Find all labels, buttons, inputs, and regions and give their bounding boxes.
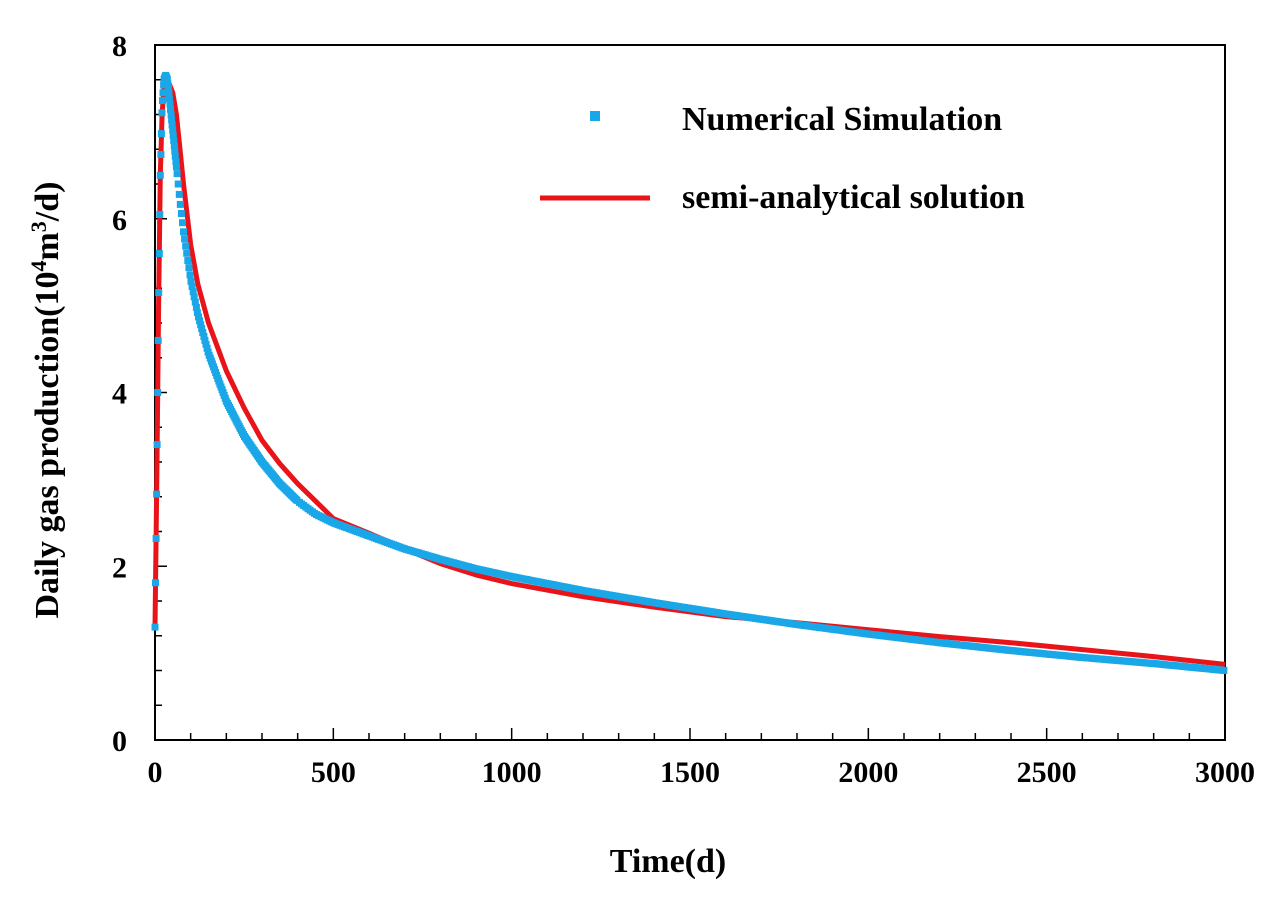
- marker-numerical: [196, 317, 204, 325]
- marker-numerical: [176, 200, 184, 208]
- y-axis-title-end: /d): [29, 182, 66, 223]
- x-tick-label: 500: [311, 756, 356, 789]
- marker-numerical: [201, 336, 209, 344]
- marker-numerical: [186, 271, 194, 279]
- y-tick-label: 6: [112, 204, 127, 237]
- marker-numerical: [170, 137, 178, 145]
- x-tick-label: 2000: [838, 756, 898, 789]
- marker-numerical: [153, 441, 161, 449]
- marker-numerical: [167, 105, 174, 113]
- y-axis-title-sup1: 4: [26, 261, 51, 272]
- marker-numerical: [192, 303, 200, 311]
- marker-numerical: [203, 344, 211, 352]
- marker-numerical: [188, 283, 196, 290]
- marker-numerical: [181, 235, 189, 243]
- marker-numerical: [156, 210, 164, 218]
- marker-numerical: [159, 97, 166, 105]
- marker-numerical: [152, 579, 159, 587]
- y-axis-title-sup2: 3: [26, 221, 51, 232]
- legend-label-numerical: Numerical Simulation: [682, 101, 1002, 138]
- marker-numerical: [179, 219, 186, 227]
- marker-numerical: [199, 329, 207, 337]
- marker-numerical: [157, 151, 165, 158]
- marker-numerical: [175, 190, 183, 198]
- marker-numerical: [169, 131, 177, 139]
- marker-numerical: [171, 147, 179, 155]
- marker-numerical: [156, 171, 164, 179]
- marker-numerical: [177, 210, 185, 217]
- y-tick-label: 4: [112, 378, 127, 411]
- marker-numerical: [168, 121, 176, 129]
- marker-numerical: [164, 79, 172, 87]
- marker-numerical: [152, 535, 160, 542]
- marker-numerical: [154, 336, 162, 344]
- x-tick-label: 0: [148, 756, 163, 789]
- series-layer: [151, 71, 1228, 674]
- marker-numerical: [171, 152, 179, 160]
- marker-numerical: [202, 340, 210, 348]
- marker-numerical: [195, 313, 202, 321]
- series-line-semi-analytical: [152, 81, 1226, 667]
- marker-numerical: [164, 84, 172, 92]
- marker-numerical: [189, 288, 197, 296]
- marker-numerical: [185, 264, 193, 272]
- marker-numerical: [157, 130, 165, 138]
- marker-numerical: [191, 298, 199, 306]
- marker-numerical: [180, 228, 187, 236]
- marker-numerical: [155, 289, 163, 297]
- marker-numerical: [190, 293, 198, 301]
- tick-labels: 0 500 1000 1500 2000 2500 3000 0 2 4 6 8: [112, 30, 1255, 789]
- marker-numerical: [159, 89, 167, 97]
- marker-numerical: [184, 257, 192, 264]
- marker-numerical: [154, 389, 162, 396]
- marker-numerical: [166, 100, 174, 108]
- marker-numerical: [197, 321, 205, 329]
- marker-numerical: [165, 90, 173, 98]
- plot-area: [154, 44, 1226, 741]
- marker-numerical: [193, 309, 201, 317]
- x-axis-title: Time(d): [610, 843, 726, 880]
- marker-numerical: [153, 490, 161, 498]
- marker-numerical: [167, 111, 175, 118]
- marker-numerical: [172, 163, 180, 171]
- x-tick-label: 2500: [1017, 756, 1077, 789]
- legend-marker-numerical: [590, 111, 600, 121]
- marker-numerical: [160, 81, 168, 89]
- marker-numerical: [168, 116, 176, 124]
- marker-numerical: [163, 75, 171, 83]
- marker-numerical: [174, 180, 182, 188]
- series-markers-numerical: [151, 71, 1228, 674]
- y-tick-label: 0: [112, 725, 127, 758]
- marker-numerical: [151, 623, 159, 631]
- marker-numerical: [170, 142, 178, 150]
- y-axis-title-mid: m: [29, 232, 66, 260]
- marker-numerical: [183, 249, 191, 257]
- y-tick-label: 2: [112, 551, 127, 584]
- legend-label-semi-analytical: semi-analytical solution: [682, 179, 1025, 216]
- y-axis-title-main: Daily gas production(10: [29, 272, 66, 619]
- marker-numerical: [200, 333, 208, 340]
- x-tick-label: 1500: [660, 756, 720, 789]
- marker-numerical: [173, 170, 181, 178]
- x-tick-label: 1000: [482, 756, 542, 789]
- marker-numerical: [155, 250, 163, 257]
- legend: Numerical Simulation semi-analytical sol…: [540, 101, 1025, 216]
- marker-numerical: [182, 242, 190, 250]
- marker-numerical: [158, 109, 166, 117]
- marker-numerical: [169, 126, 177, 134]
- axis-ticks: [154, 44, 1226, 741]
- y-tick-label: 8: [112, 30, 127, 63]
- marker-numerical: [1220, 666, 1228, 674]
- x-tick-label: 3000: [1195, 756, 1255, 789]
- marker-numerical: [172, 157, 180, 165]
- marker-numerical: [198, 325, 206, 333]
- marker-numerical: [165, 95, 173, 103]
- y-axis-title: Daily gas production(104m3/d): [26, 182, 67, 619]
- marker-numerical: [187, 277, 195, 285]
